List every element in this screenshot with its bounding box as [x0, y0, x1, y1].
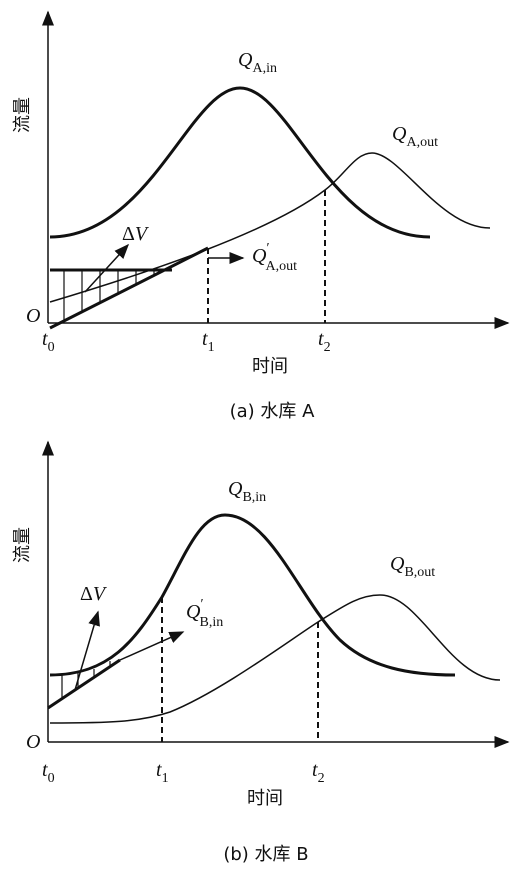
text-part: V	[93, 583, 108, 605]
curve-in	[49, 86, 431, 239]
text-part: 0	[48, 340, 55, 355]
caption: (a) 水库 A	[230, 401, 316, 422]
label-out-prime: Q′ A,out	[252, 241, 297, 274]
x-label: 时间	[247, 788, 283, 809]
volume-arrow	[74, 610, 100, 691]
curve-in-prime	[47, 658, 121, 710]
label-in: QB,in	[228, 478, 266, 505]
panel-a: 流量 O ΔV QA,in QA,out Q′ A,out t0 t1 t2 时间…	[12, 10, 510, 422]
tick-label: t2	[312, 759, 325, 786]
label-out: QB,out	[390, 553, 435, 580]
text-part: 0	[48, 771, 55, 786]
text-part: A,in	[252, 61, 277, 76]
label-in: QA,in	[238, 49, 277, 76]
text-part: t	[42, 759, 48, 781]
text-part: Q	[252, 245, 267, 267]
text-part: Q	[238, 49, 253, 71]
panel-b: 流量 O ΔV QB,in QB,out Q′ B,in t0 t1 t2 时间 …	[12, 440, 510, 865]
curve-out-prime	[49, 246, 209, 330]
curve-out	[49, 152, 491, 303]
text-part: Q	[228, 478, 243, 500]
y-label: 流量	[12, 97, 33, 133]
volume-arrow	[84, 243, 130, 293]
curve-out	[49, 594, 501, 724]
text-part: t	[202, 328, 208, 350]
x-label: 时间	[252, 356, 288, 377]
text-part: 1	[162, 771, 169, 786]
curve-in	[49, 513, 456, 677]
text-part: Δ	[122, 223, 135, 245]
label-in-prime: Q′ B,in	[186, 597, 223, 630]
text-part: t	[312, 759, 318, 781]
text-part: B,out	[404, 565, 435, 580]
tick-label: t1	[156, 759, 169, 786]
text-part: ′	[200, 597, 203, 612]
caption: (b) 水库 B	[223, 844, 308, 865]
text-part: Q	[186, 601, 201, 623]
volume-label: ΔV	[80, 583, 108, 605]
text-part: 1	[208, 340, 215, 355]
tick-label: t0	[42, 328, 55, 355]
origin: O	[26, 305, 40, 327]
tick-label: t2	[318, 328, 331, 355]
label-out: QA,out	[392, 123, 438, 150]
text-part: V	[135, 223, 150, 245]
text-part: t	[42, 328, 48, 350]
tick-label: t1	[202, 328, 215, 355]
text-part: Q	[392, 123, 407, 145]
text-part: Q	[390, 553, 405, 575]
text-part: Δ	[80, 583, 93, 605]
text-part: 2	[324, 340, 331, 355]
y-label: 流量	[12, 527, 33, 563]
hatch	[61, 661, 111, 699]
text-part: B,in	[242, 490, 266, 505]
origin: O	[26, 731, 40, 753]
text-part: B,in	[200, 615, 224, 630]
text-part: 2	[318, 771, 325, 786]
text-part: A,out	[266, 259, 298, 274]
text-part: A,out	[406, 135, 438, 150]
arrow	[119, 631, 185, 661]
text-part: t	[318, 328, 324, 350]
volume-label: ΔV	[122, 223, 150, 245]
tick-label: t0	[42, 759, 55, 786]
text-part: ′	[266, 241, 269, 256]
text-part: t	[156, 759, 162, 781]
